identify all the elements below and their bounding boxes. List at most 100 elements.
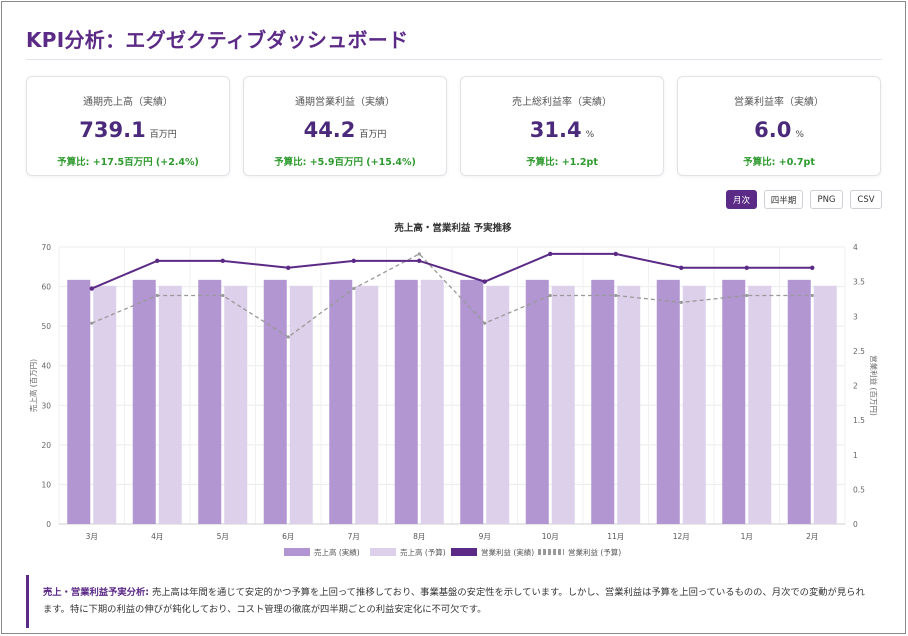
export-png-button[interactable]: PNG: [810, 190, 843, 209]
x-tick-label: 7月: [348, 532, 360, 541]
bar-sales-budget: [748, 285, 772, 524]
x-tick-label: 11月: [607, 532, 624, 541]
x-tick-label: 5月: [217, 532, 229, 541]
kpi-unit: 百万円: [149, 130, 177, 140]
page-title: KPI分析：エグゼクティブダッシュボード: [26, 28, 409, 52]
y2-tick-label: 2: [853, 382, 858, 391]
kpi-value: 739.1: [79, 118, 146, 142]
point-profit-actual: [744, 265, 749, 270]
point-profit-actual: [155, 258, 160, 264]
y-tick-label: 70: [41, 243, 51, 252]
bar-sales-budget: [617, 285, 641, 524]
analysis-note-text: 売上高は年間を通じて安定的かつ予算を上回って推移しており、事業基盤の安定性を示し…: [43, 587, 865, 615]
bar-sales-actual: [460, 279, 484, 524]
y-tick-label: 60: [41, 283, 51, 292]
kpi-budget-diff: 予算比: +5.9百万円 (+15.4%): [274, 157, 416, 168]
point-profit-budget: [745, 293, 749, 298]
legend-profit-actual-label: 営業利益 (実績): [481, 547, 534, 557]
bar-sales-actual: [67, 279, 91, 524]
bar-sales-actual: [525, 279, 549, 524]
legend-sales-budget-label: 売上高 (予算): [400, 547, 446, 557]
bar-sales-budget: [813, 285, 837, 524]
kpi-unit: 百万円: [359, 130, 387, 140]
line-profit-actual: [91, 252, 813, 290]
point-profit-actual: [482, 279, 487, 284]
legend-sales-actual-label: 売上高 (実績): [314, 547, 360, 557]
point-profit-budget: [614, 293, 618, 298]
y-tick-label: 40: [41, 362, 51, 371]
kpi-budget-diff: 予算比: +1.2pt: [526, 157, 598, 168]
y-tick-label: 50: [41, 322, 51, 331]
x-tick-label: 10月: [542, 532, 559, 541]
y2-tick-label: 0.5: [853, 485, 865, 494]
point-profit-actual: [613, 251, 618, 257]
x-tick-label: 3月: [86, 532, 98, 541]
point-profit-actual: [548, 251, 553, 257]
kpi-card-gross-margin: 売上総利益率（実績） 31.4% 予算比: +1.2pt: [460, 76, 664, 176]
kpi-card-operating-margin: 営業利益率（実績） 6.0% 予算比: +0.7pt: [677, 76, 881, 176]
y2-tick-label: 1: [853, 451, 858, 460]
point-profit-budget: [155, 293, 159, 298]
y-tick-label: 20: [41, 441, 51, 450]
x-tick-label: 2月: [806, 532, 818, 541]
bar-sales-budget: [224, 285, 248, 524]
bar-sales-actual: [787, 279, 811, 524]
title-divider: [26, 59, 882, 60]
y2-tick-label: 4: [853, 243, 858, 252]
bar-sales-budget: [420, 279, 444, 524]
kpi-unit: %: [795, 130, 804, 140]
kpi-value: 6.0: [754, 118, 792, 142]
kpi-card-annual-sales: 通期売上高（実績） 739.1 百万円 予算比: +17.5百万円 (+2.4%): [26, 76, 230, 176]
point-profit-budget: [810, 293, 814, 298]
bar-sales-budget: [158, 285, 182, 524]
point-profit-actual: [810, 265, 815, 270]
y2-tick-label: 0: [853, 520, 858, 529]
bar-sales-actual: [591, 279, 615, 524]
kpi-label: 営業利益率（実績）: [734, 97, 824, 108]
y-tick-label: 10: [41, 480, 51, 489]
y-tick-label: 0: [46, 520, 51, 529]
point-profit-budget: [483, 321, 487, 325]
y2-tick-label: 1.5: [853, 416, 865, 425]
kpi-budget-diff: 予算比: +0.7pt: [743, 157, 815, 168]
kpi-label: 売上総利益率（実績）: [512, 97, 612, 108]
bar-sales-budget: [93, 285, 117, 524]
point-profit-actual: [417, 258, 422, 264]
bar-sales-actual: [394, 279, 418, 524]
analysis-note-heading: 売上・営業利益予実分析:: [43, 587, 149, 598]
x-tick-label: 8月: [413, 532, 425, 541]
point-profit-budget: [221, 293, 225, 298]
legend-profit-actual-swatch: [451, 548, 477, 556]
point-profit-budget: [352, 286, 356, 291]
y2-tick-label: 3.5: [853, 278, 865, 287]
point-profit-actual: [679, 265, 684, 270]
kpi-label: 通期営業利益（実績）: [295, 97, 395, 108]
bar-sales-budget: [682, 285, 706, 524]
kpi-label: 通期売上高（実績）: [83, 97, 173, 108]
legend-profit-budget-label: 営業利益 (予算): [568, 547, 621, 557]
y-tick-label: 30: [41, 401, 51, 410]
monthly-toggle-button[interactable]: 月次: [726, 190, 757, 209]
point-profit-budget: [679, 300, 683, 304]
bar-sales-actual: [263, 279, 287, 524]
y2-tick-label: 2.5: [853, 347, 865, 356]
export-csv-button[interactable]: CSV: [850, 190, 882, 209]
point-profit-actual: [351, 258, 356, 264]
x-tick-label: 9月: [479, 532, 491, 541]
point-profit-actual: [89, 286, 94, 291]
quarterly-toggle-button[interactable]: 四半期: [764, 190, 803, 209]
kpi-card-operating-profit: 通期営業利益（実績） 44.2 百万円 予算比: +5.9百万円 (+15.4%): [243, 76, 447, 176]
point-profit-actual: [286, 265, 291, 270]
x-tick-label: 1月: [741, 532, 753, 541]
bar-sales-actual: [656, 279, 680, 524]
kpi-value: 31.4: [529, 118, 582, 142]
point-profit-budget: [417, 252, 421, 256]
y-axis-label: 売上高 (百万円): [28, 359, 38, 412]
y2-tick-label: 3: [853, 312, 858, 321]
bar-sales-budget: [486, 285, 510, 524]
legend-sales-actual-swatch: [284, 548, 310, 556]
bar-sales-actual: [132, 279, 156, 524]
bar-sales-actual: [198, 279, 222, 524]
kpi-value: 44.2: [303, 118, 356, 142]
point-profit-budget: [286, 335, 290, 339]
